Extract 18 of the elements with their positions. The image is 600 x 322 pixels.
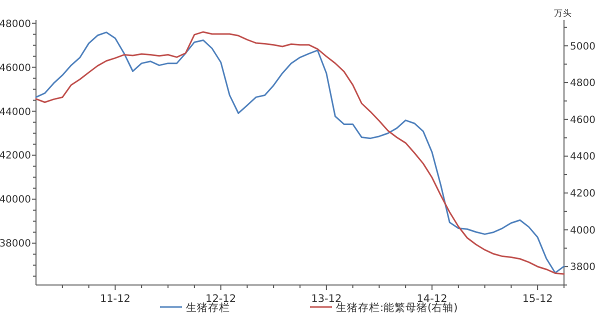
y2-tick-label: 4000 [570,225,596,236]
y-tick-label: 42000 [0,150,31,162]
y-tick-label: 48000 [0,18,31,30]
y-tick-label: 46000 [0,62,31,74]
y-tick-label: 40000 [0,194,31,206]
x-tick-label: 15-12 [522,293,553,305]
y2-tick-label: 4600 [570,114,596,126]
legend-label: 生猪存栏 [186,301,230,314]
y2-tick-label: 3800 [570,262,596,274]
y2-tick-label: 4800 [570,78,596,90]
y2-axis-title: 万头 [554,8,572,19]
y2-tick-label: 4400 [570,152,596,163]
x-tick-label: 11-12 [100,293,130,305]
y-tick-label: 44000 [0,106,31,118]
y-tick-label: 38000 [0,238,31,250]
y2-tick-label: 5000 [570,41,596,52]
y2-tick-label: 4200 [570,188,596,200]
legend-label: 生猪存栏:能繁母猪(右轴) [336,301,458,314]
